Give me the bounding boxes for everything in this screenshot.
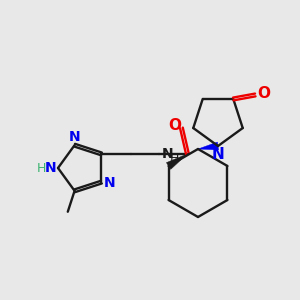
Polygon shape xyxy=(167,154,188,170)
Polygon shape xyxy=(198,142,219,150)
Text: N: N xyxy=(69,130,80,144)
Text: O: O xyxy=(257,86,270,101)
Text: N: N xyxy=(103,176,115,190)
Text: O: O xyxy=(168,118,181,134)
Text: N: N xyxy=(161,147,173,161)
Text: H: H xyxy=(37,161,46,175)
Text: H: H xyxy=(169,152,179,165)
Text: N: N xyxy=(212,147,224,162)
Text: N: N xyxy=(44,161,56,175)
